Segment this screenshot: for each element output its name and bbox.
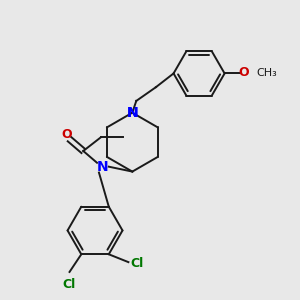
Text: Cl: Cl bbox=[130, 256, 144, 270]
Text: O: O bbox=[238, 66, 249, 79]
Text: N: N bbox=[127, 106, 138, 120]
Text: CH₃: CH₃ bbox=[256, 68, 277, 78]
Text: N: N bbox=[127, 106, 138, 120]
Text: N: N bbox=[97, 160, 109, 174]
Text: Cl: Cl bbox=[62, 278, 75, 291]
Text: O: O bbox=[61, 128, 72, 141]
